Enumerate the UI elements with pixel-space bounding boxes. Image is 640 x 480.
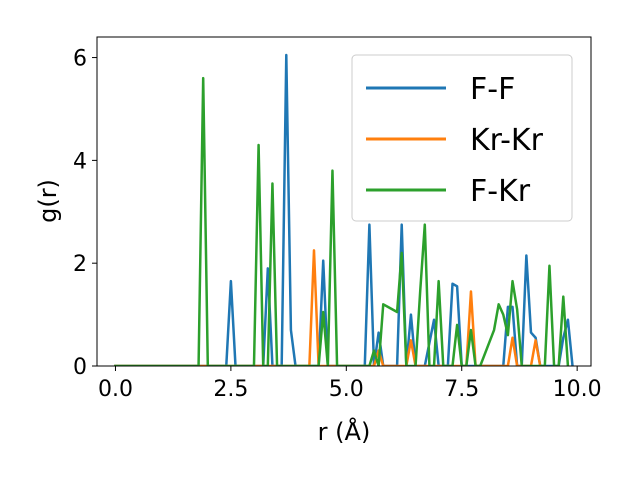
legend-label-kr-kr: Kr-Kr: [470, 123, 544, 158]
legend-box: [351, 54, 573, 222]
x-tick-label: 10.0: [553, 377, 602, 402]
x-tick-label: 0.0: [98, 377, 133, 402]
legend: F-F Kr-Kr F-Kr: [351, 54, 573, 222]
y-tick-label: 4: [73, 149, 87, 174]
series-layer: [114, 53, 574, 366]
series-line-f-f: [114, 53, 574, 366]
y-tick-label: 6: [73, 47, 87, 72]
series-line-f-kr: [114, 76, 570, 366]
legend-label-f-kr: F-Kr: [470, 174, 531, 209]
y-tick-label: 2: [73, 252, 87, 277]
plot-area: [96, 36, 592, 367]
x-tick-label: 7.5: [444, 377, 479, 402]
x-axis: 0.0 2.5 5.0 7.5 10.0: [98, 366, 602, 402]
y-axis: 0 2 4 6: [73, 47, 97, 380]
axes-frame: [96, 36, 592, 367]
legend-label-f-f: F-F: [470, 72, 515, 107]
y-tick-label: 0: [73, 355, 87, 380]
x-tick-label: 5.0: [329, 377, 364, 402]
x-axis-title: r (Å): [318, 417, 371, 446]
x-tick-label: 2.5: [213, 377, 248, 402]
y-axis-title: g(r): [34, 179, 62, 223]
